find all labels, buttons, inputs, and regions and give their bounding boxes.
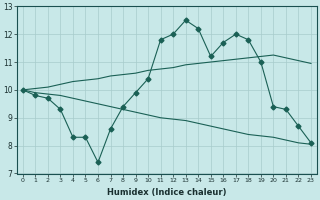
X-axis label: Humidex (Indice chaleur): Humidex (Indice chaleur) bbox=[107, 188, 227, 197]
